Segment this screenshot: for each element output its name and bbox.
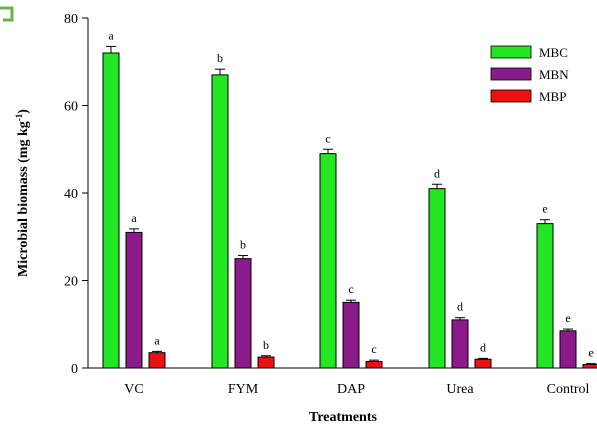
bar-mbc: [319, 153, 337, 369]
y-tick-label: 0: [71, 362, 78, 377]
y-axis-title-main: Microbial biomass (mg kg: [16, 121, 31, 277]
y-axis-title: Microbial biomass (mg kg-1): [14, 109, 31, 277]
significance-letter: b: [263, 338, 269, 352]
significance-letter: e: [588, 346, 593, 360]
y-tick-label: 60: [64, 100, 78, 115]
x-tick-label: VC: [124, 382, 143, 397]
bar-mbp: [148, 352, 166, 369]
significance-letter: a: [108, 28, 114, 42]
significance-letter: b: [217, 51, 223, 65]
legend-label-mbn: MBN: [539, 67, 569, 82]
bar-mbn: [125, 231, 143, 369]
y-axis-title-close: ): [16, 109, 31, 114]
significance-letter: a: [154, 333, 160, 347]
significance-letter: b: [240, 238, 246, 252]
significance-letter: d: [434, 166, 440, 180]
bar-mbn: [342, 301, 360, 369]
x-tick-label: FYM: [228, 382, 259, 397]
bar-mbc: [102, 52, 120, 369]
legend-swatch-mbn: [490, 67, 532, 81]
legend-label-mbc: MBC: [539, 45, 568, 60]
bar-mbn: [234, 258, 252, 369]
y-tick-label: 80: [64, 12, 78, 27]
corner-mark: [0, 6, 14, 22]
x-tick-label: Control: [547, 382, 590, 397]
bar-mbp: [582, 364, 597, 369]
bar-mbc: [428, 188, 446, 369]
legend-swatch-mbc: [490, 45, 532, 59]
y-axis-title-sup: -1: [14, 113, 24, 121]
x-tick-label: DAP: [337, 382, 365, 397]
bar-mbp: [474, 358, 492, 369]
legend-swatch-mbp: [490, 89, 532, 103]
significance-letter: c: [348, 282, 353, 296]
significance-letter: d: [457, 300, 463, 314]
significance-letter: e: [542, 202, 547, 216]
bar-mbn: [559, 330, 577, 369]
significance-letter: a: [131, 211, 137, 225]
y-tick-label: 20: [64, 275, 78, 290]
y-tick-label: 40: [64, 187, 78, 202]
x-axis-title: Treatments: [309, 410, 377, 425]
bar-mbp: [257, 356, 275, 369]
bar-mbc: [536, 223, 554, 369]
x-tick-label: Urea: [446, 382, 474, 397]
significance-letter: c: [325, 131, 330, 145]
plot-area: 0 20 40 60 80 VC a a a FYM b b b DAP c c c Urea d d d Control…: [64, 12, 597, 397]
significance-letter: c: [371, 342, 376, 356]
bar-mbc: [211, 74, 229, 369]
bar-mbn: [451, 319, 469, 369]
significance-letter: e: [565, 311, 570, 325]
significance-letter: d: [480, 340, 486, 354]
bar-mbp: [365, 360, 383, 369]
legend-label-mbp: MBP: [539, 89, 566, 104]
